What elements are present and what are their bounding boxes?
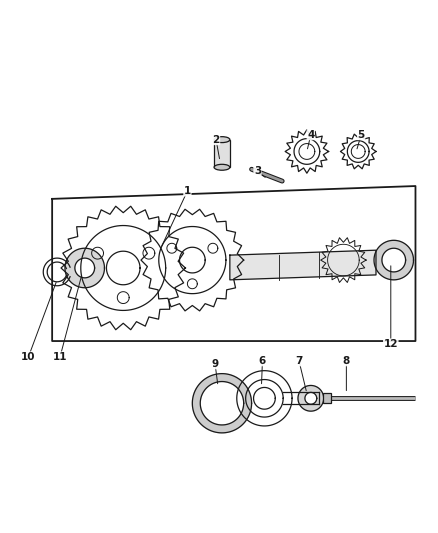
Text: 9: 9 <box>212 359 219 369</box>
Ellipse shape <box>214 164 230 170</box>
Text: 7: 7 <box>295 356 303 366</box>
Text: 3: 3 <box>254 166 261 176</box>
Text: 4: 4 <box>307 130 314 140</box>
Text: 1: 1 <box>184 186 191 196</box>
Polygon shape <box>230 250 376 280</box>
Bar <box>323 393 331 403</box>
Text: 2: 2 <box>212 135 220 144</box>
Text: 8: 8 <box>343 356 350 366</box>
Text: 10: 10 <box>21 352 36 362</box>
Bar <box>214 140 230 167</box>
Text: 6: 6 <box>259 356 266 366</box>
Text: 11: 11 <box>53 352 67 362</box>
Text: 12: 12 <box>384 339 398 349</box>
Text: 5: 5 <box>357 130 365 140</box>
Ellipse shape <box>214 136 230 143</box>
